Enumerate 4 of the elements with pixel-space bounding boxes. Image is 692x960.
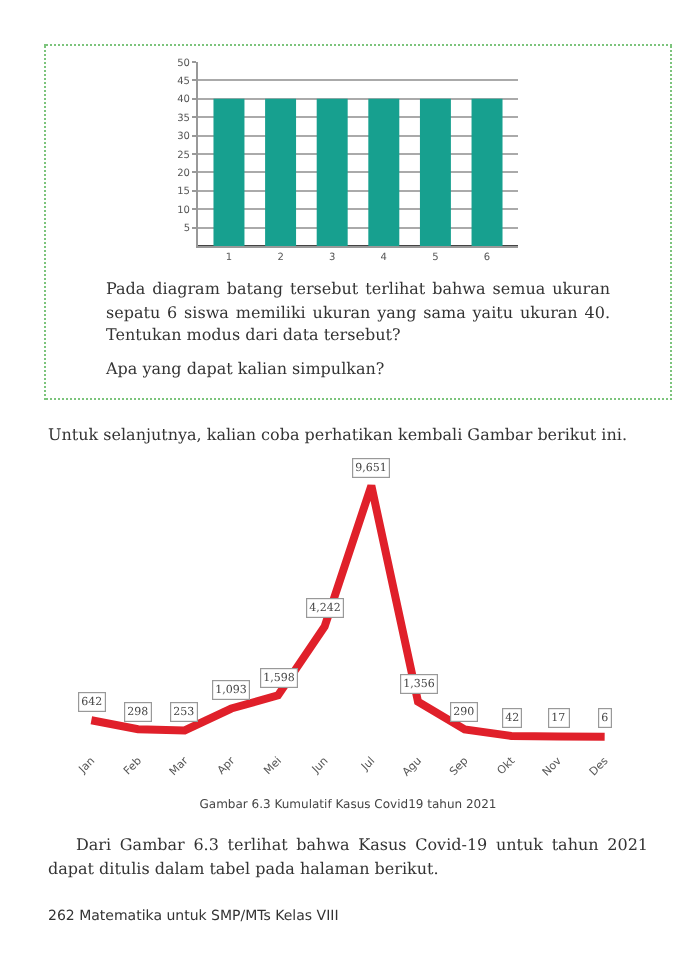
text: Apa yang dapat kalian simpulkan?: [106, 357, 387, 381]
text: Pada diagram batang tersebut terlihat bahwa semua ukuran sepatu 6 siswa memiliki ukuran yang sama yaitu ukuran 40. Tentukan modus dari data tersebut?: [106, 278, 610, 348]
chart-title: Untuk selanjutnya, kalian coba perhatikan kembali Gambar berikut ini.: [48, 424, 629, 448]
text: Dari Gambar 6.3 terlihat bahwa Kasus Covid-19 untuk tahun 2021 dapat ditulis dalam tabel pada halaman berikut.: [48, 834, 648, 881]
